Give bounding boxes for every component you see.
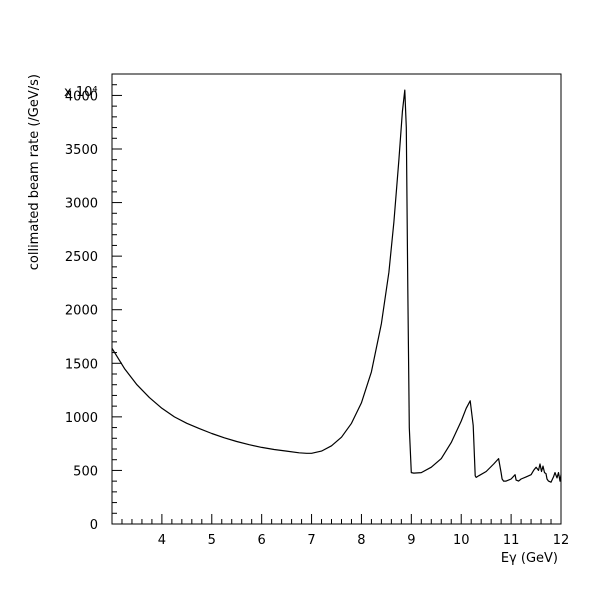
x-tick-label: 11 bbox=[503, 533, 520, 548]
y-tick-label: 3000 bbox=[65, 197, 98, 212]
y-tick-label: 2500 bbox=[65, 250, 98, 265]
y-tick-label: 3500 bbox=[65, 143, 98, 158]
y-tick-label: 500 bbox=[73, 464, 98, 479]
series-line-0 bbox=[111, 89, 562, 483]
x-axis-label: Eγ (GeV) bbox=[501, 551, 558, 566]
x-tick-label: 6 bbox=[258, 533, 266, 548]
y-tick-label: 1000 bbox=[65, 411, 98, 426]
x-tick-label: 12 bbox=[553, 533, 570, 548]
x-tick-label: 7 bbox=[307, 533, 315, 548]
series-layer bbox=[111, 89, 562, 483]
y-tick-label: 2000 bbox=[65, 304, 98, 319]
y-tick-label: 4000 bbox=[65, 89, 98, 104]
x-tick-label: 9 bbox=[407, 533, 415, 548]
x-axis: 4 5 6 7 8 9 10 11 12 bbox=[111, 514, 570, 548]
y-axis-label: collimated beam rate (/GeV/s) bbox=[27, 74, 42, 270]
x-tick-label: 5 bbox=[208, 533, 216, 548]
x-tick-label: 4 bbox=[158, 533, 166, 548]
y-tick-label: 0 bbox=[90, 518, 98, 533]
y-axis: 0 500 1000 1500 2000 2500 3000 3500 4000 bbox=[65, 73, 122, 533]
y-tick-label: 1500 bbox=[65, 357, 98, 372]
y-multiplier-label: x 10⁴ bbox=[64, 85, 98, 100]
x-tick-label: 10 bbox=[453, 533, 470, 548]
plot-frame bbox=[111, 73, 562, 525]
x-tick-label: 8 bbox=[357, 533, 365, 548]
